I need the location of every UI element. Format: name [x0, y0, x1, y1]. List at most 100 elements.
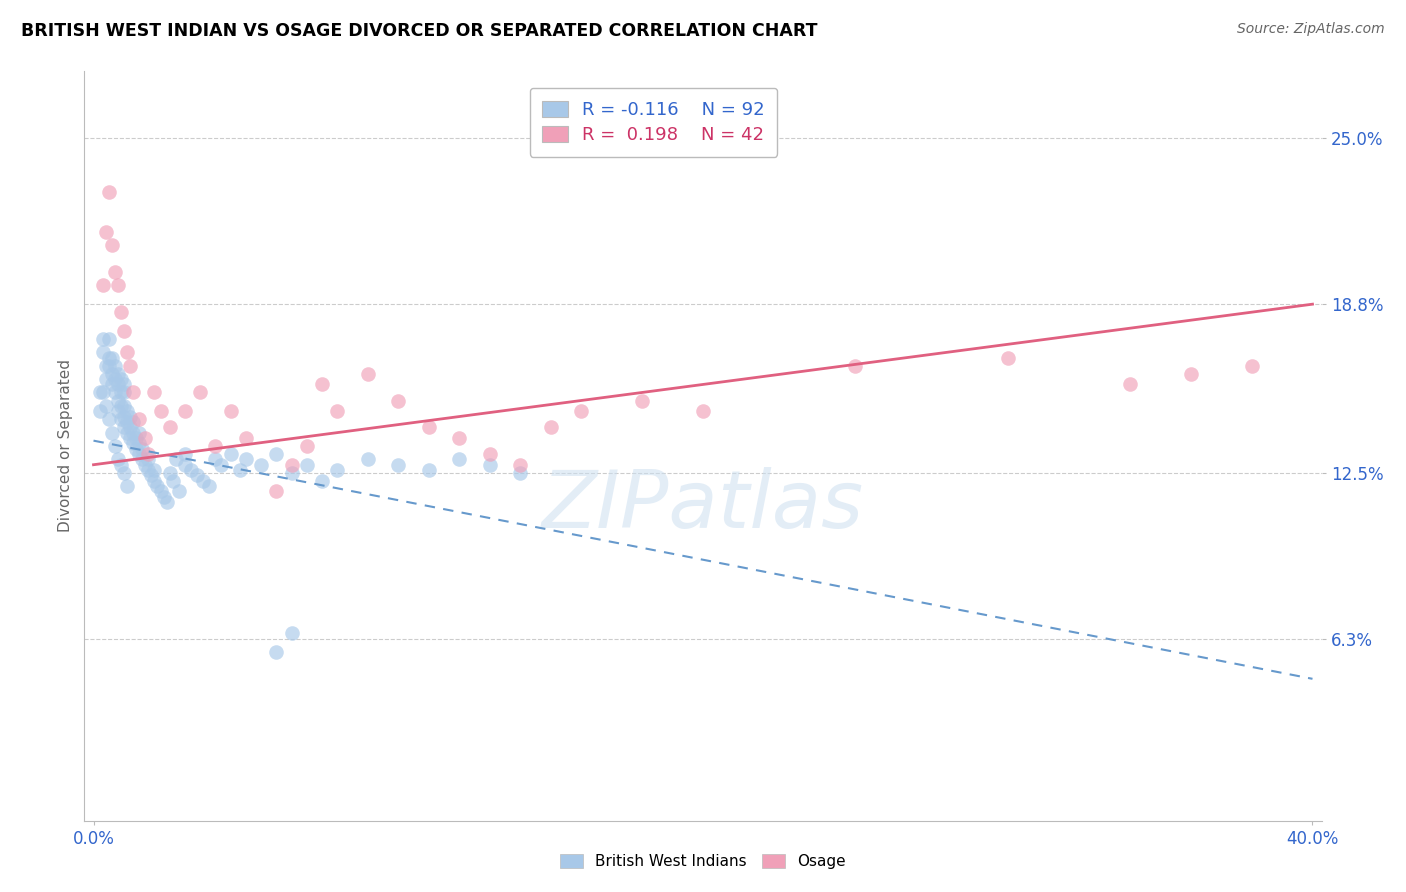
Point [115, 415, 138, 429]
Point [110, 385, 132, 400]
Point [692, 404, 714, 418]
Point [146, 479, 169, 493]
Point [91, 332, 114, 346]
Point [104, 385, 127, 400]
Point [125, 442, 148, 456]
Point [149, 484, 172, 499]
Point [107, 367, 129, 381]
Point [159, 466, 181, 480]
Point [101, 367, 124, 381]
Point [449, 452, 471, 467]
Point [115, 479, 138, 493]
Point [280, 466, 302, 480]
Point [112, 324, 135, 338]
Point [138, 452, 160, 467]
Point [449, 431, 471, 445]
Point [143, 385, 166, 400]
Point [120, 431, 142, 445]
Point [997, 351, 1019, 365]
Point [311, 377, 333, 392]
Point [115, 425, 138, 440]
Point [1118, 377, 1140, 392]
Legend: British West Indians, Osage: British West Indians, Osage [554, 848, 852, 875]
Point [266, 447, 288, 461]
Point [204, 439, 226, 453]
Point [91, 345, 114, 359]
Point [134, 431, 156, 445]
Point [104, 372, 127, 386]
Point [107, 393, 129, 408]
Point [204, 452, 226, 467]
Point [97, 332, 120, 346]
Point [110, 372, 132, 386]
Point [134, 458, 156, 472]
Point [387, 393, 409, 408]
Point [101, 351, 124, 365]
Point [162, 474, 184, 488]
Point [219, 447, 242, 461]
Point [97, 351, 120, 365]
Point [112, 420, 135, 434]
Point [110, 412, 132, 426]
Point [112, 385, 135, 400]
Point [165, 452, 187, 467]
Text: BRITISH WEST INDIAN VS OSAGE DIVORCED OR SEPARATED CORRELATION CHART: BRITISH WEST INDIAN VS OSAGE DIVORCED OR… [21, 22, 818, 40]
Point [122, 385, 145, 400]
Legend: R = -0.116    N = 92, R =  0.198    N = 42: R = -0.116 N = 92, R = 0.198 N = 42 [530, 88, 778, 157]
Point [174, 458, 197, 472]
Point [128, 412, 150, 426]
Point [569, 404, 592, 418]
Point [156, 495, 179, 509]
Point [112, 399, 135, 413]
Point [188, 385, 211, 400]
Point [110, 399, 132, 413]
Point [128, 436, 150, 450]
Point [295, 439, 318, 453]
Point [631, 393, 654, 408]
Point [97, 412, 120, 426]
Point [101, 238, 124, 252]
Point [198, 479, 221, 493]
Point [418, 463, 440, 477]
Point [149, 404, 172, 418]
Point [266, 484, 288, 499]
Point [357, 367, 380, 381]
Point [122, 436, 145, 450]
Point [186, 468, 208, 483]
Point [115, 345, 138, 359]
Point [101, 377, 124, 392]
Point [107, 404, 129, 418]
Point [104, 359, 127, 373]
Point [266, 645, 288, 659]
Point [122, 425, 145, 440]
Point [141, 468, 163, 483]
Point [128, 447, 150, 461]
Point [94, 372, 117, 386]
Text: Source: ZipAtlas.com: Source: ZipAtlas.com [1237, 22, 1385, 37]
Point [131, 442, 153, 456]
Point [138, 463, 160, 477]
Point [110, 305, 132, 319]
Point [174, 447, 197, 461]
Point [509, 458, 531, 472]
Point [125, 431, 148, 445]
Point [97, 185, 120, 199]
Point [110, 458, 132, 472]
Point [478, 447, 501, 461]
Point [387, 458, 409, 472]
Point [219, 404, 242, 418]
Point [1180, 367, 1202, 381]
Point [115, 404, 138, 418]
Point [138, 447, 160, 461]
Point [91, 385, 114, 400]
Point [97, 359, 120, 373]
Point [143, 463, 166, 477]
Point [101, 425, 124, 440]
Point [128, 425, 150, 440]
Point [91, 278, 114, 293]
Point [509, 466, 531, 480]
Point [120, 420, 142, 434]
Point [89, 404, 111, 418]
Point [159, 420, 181, 434]
Text: ZIPatlas: ZIPatlas [541, 467, 865, 545]
